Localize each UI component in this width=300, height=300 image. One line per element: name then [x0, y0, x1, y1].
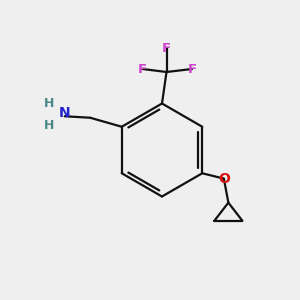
- Text: F: F: [162, 41, 171, 55]
- Text: F: F: [188, 62, 196, 76]
- Text: N: N: [59, 106, 70, 120]
- Text: F: F: [138, 62, 147, 76]
- Text: H: H: [44, 97, 54, 110]
- Text: O: O: [218, 172, 230, 186]
- Text: H: H: [44, 119, 54, 132]
